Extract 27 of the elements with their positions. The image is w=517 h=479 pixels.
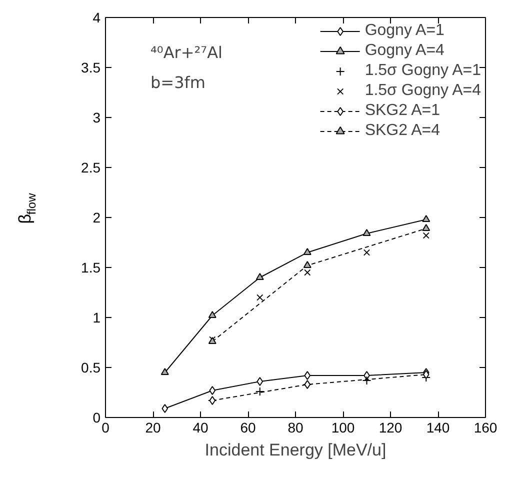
y-tick-label: 3.5 xyxy=(81,60,101,76)
y-tick-label: 1.5 xyxy=(81,260,101,276)
y-axis-title: βflow xyxy=(16,192,38,224)
x-tick-label: 160 xyxy=(474,420,498,436)
y-tick-label: 0.5 xyxy=(81,360,101,376)
legend-label: Gogny A=1 xyxy=(364,22,444,40)
y-tick-label: 4 xyxy=(92,10,101,26)
x-tick-label: 140 xyxy=(426,420,450,436)
y-tick-label: 2.5 xyxy=(81,160,101,176)
legend-label: Gogny A=4 xyxy=(364,42,444,60)
x-tick-label: 40 xyxy=(192,420,208,436)
y-tick-label: 0 xyxy=(92,410,101,426)
legend-label: SKG2 A=1 xyxy=(364,102,440,120)
y-tick-label: 1 xyxy=(92,310,101,326)
x-axis-title: Incident Energy [MeV/u] xyxy=(204,440,386,460)
y-tick-label: 2 xyxy=(92,210,101,226)
x-tick-label: 20 xyxy=(145,420,161,436)
x-tick-label: 120 xyxy=(378,420,402,436)
y-tick-label: 3 xyxy=(92,110,101,126)
x-tick-label: 60 xyxy=(240,420,256,436)
legend-label: 1.5σ Gogny A=1 xyxy=(364,62,481,80)
x-tick-label: 100 xyxy=(331,420,355,436)
annotation: b=3fm xyxy=(150,73,206,92)
legend-label: SKG2 A=4 xyxy=(364,122,440,140)
x-tick-label: 80 xyxy=(288,420,304,436)
legend-label: 1.5σ Gogny A=4 xyxy=(364,82,481,100)
annotation: ⁴⁰Ar+²⁷Al xyxy=(150,43,222,62)
